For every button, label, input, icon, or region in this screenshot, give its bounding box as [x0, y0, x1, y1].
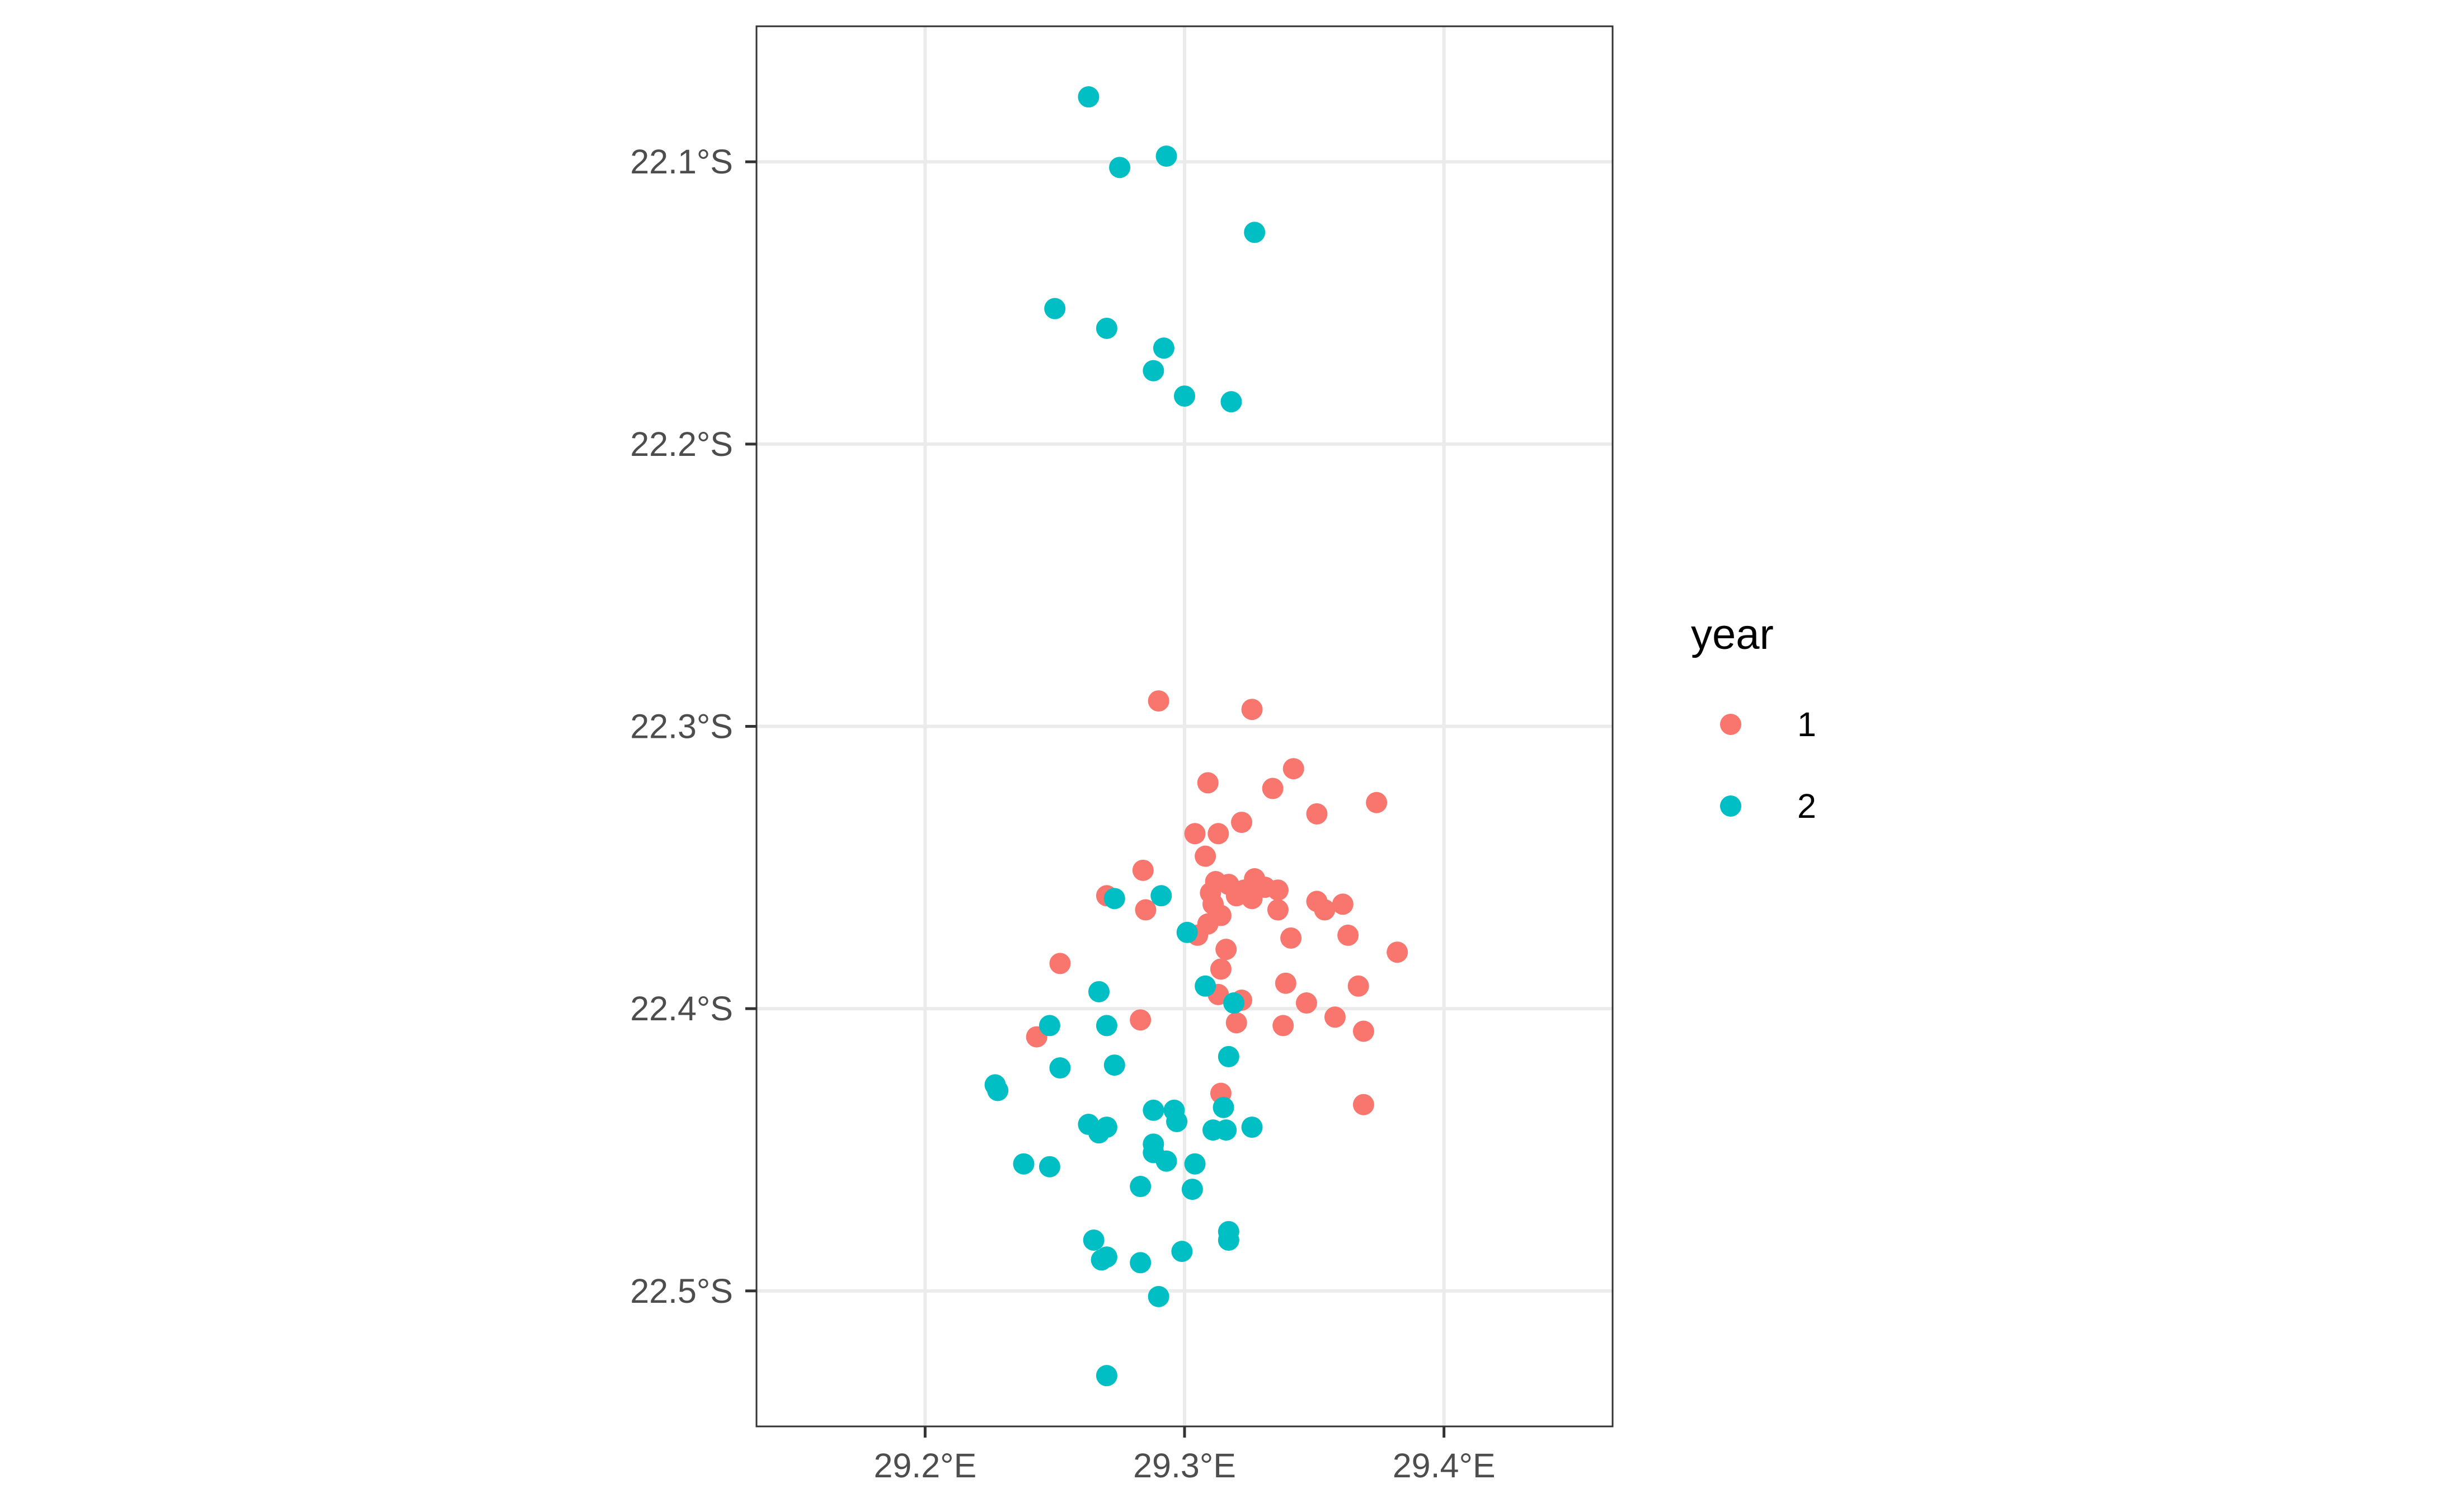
data-point [1207, 823, 1229, 845]
data-point [1166, 1110, 1188, 1132]
data-point [1150, 885, 1172, 907]
legend-label: 1 [1797, 705, 1816, 743]
data-point [1176, 921, 1198, 943]
series-2-points [984, 86, 1266, 1387]
data-point [1103, 888, 1125, 910]
data-point [1103, 1054, 1125, 1076]
data-point [1215, 939, 1237, 960]
data-point [1352, 1020, 1374, 1042]
data-point [1306, 803, 1328, 825]
data-point [1241, 1117, 1263, 1138]
data-point [1366, 792, 1388, 813]
data-point [1337, 924, 1359, 946]
data-point [1267, 879, 1289, 901]
data-point [1218, 1229, 1239, 1251]
y-tick-label: 22.4°S [630, 990, 733, 1028]
legend-key [1720, 795, 1741, 817]
data-point [1155, 1150, 1177, 1172]
data-point [1153, 337, 1174, 359]
data-point [1184, 1153, 1206, 1175]
data-point [1262, 778, 1284, 799]
data-point [1135, 899, 1157, 921]
x-tick-label: 29.4°E [1393, 1447, 1496, 1485]
data-point [1044, 298, 1066, 319]
data-point [1241, 888, 1263, 910]
data-point [1280, 927, 1302, 949]
data-point [1174, 385, 1195, 407]
data-point [1195, 845, 1216, 867]
data-point [1091, 1249, 1112, 1271]
data-point [1223, 992, 1245, 1014]
data-point [1096, 317, 1117, 339]
legend: year 12 [1691, 611, 1816, 825]
data-point [1109, 157, 1131, 178]
data-point [1215, 1119, 1237, 1141]
data-point [1352, 1094, 1374, 1115]
data-point [1049, 1057, 1071, 1079]
data-point [1039, 1015, 1060, 1037]
data-point [1130, 1252, 1152, 1274]
data-points [984, 86, 1408, 1387]
y-tick-label: 22.3°S [630, 708, 733, 746]
data-point [1132, 859, 1154, 881]
data-point [1324, 1006, 1346, 1028]
data-point [1130, 1176, 1152, 1198]
data-point [1049, 953, 1071, 974]
data-point [1096, 1015, 1117, 1037]
data-point [1231, 812, 1252, 833]
data-point [1275, 972, 1296, 994]
data-point [1213, 1096, 1234, 1118]
data-point [1181, 1179, 1203, 1200]
series-1-points [1026, 690, 1408, 1115]
data-point [1332, 893, 1354, 915]
data-point [1184, 823, 1206, 845]
data-point [1013, 1153, 1035, 1175]
x-tick-label: 29.3°E [1133, 1447, 1236, 1485]
x-axis: 29.2°E 29.3°E 29.4°E [873, 1426, 1496, 1485]
data-point [1078, 86, 1100, 108]
plot-panel [755, 25, 1614, 1428]
data-point [1267, 899, 1289, 921]
data-point [1225, 1012, 1247, 1034]
y-axis: 22.1°S 22.2°S 22.3°S 22.4°S 22.5°S [630, 143, 757, 1310]
data-point [1155, 145, 1177, 167]
y-tick-label: 22.5°S [630, 1272, 733, 1310]
data-point [1039, 1156, 1060, 1177]
data-point [1241, 699, 1263, 720]
data-point [987, 1080, 1009, 1101]
legend-items: 12 [1720, 705, 1816, 825]
legend-item: 1 [1720, 705, 1816, 743]
legend-title: year [1691, 611, 1774, 658]
gridlines [757, 26, 1613, 1426]
data-point [1143, 1099, 1164, 1121]
data-point [1195, 975, 1216, 997]
data-point [1282, 758, 1304, 780]
data-point [1218, 1045, 1239, 1067]
data-point [1244, 222, 1266, 243]
data-point [1220, 391, 1242, 413]
data-point [1347, 975, 1369, 997]
data-point [1088, 1122, 1110, 1144]
y-tick-label: 22.2°S [630, 425, 733, 463]
data-point [1143, 360, 1164, 381]
data-point [1197, 772, 1219, 794]
x-tick-label: 29.2°E [873, 1447, 976, 1485]
data-point [1314, 899, 1336, 921]
data-point [1210, 958, 1232, 980]
data-point [1148, 690, 1169, 712]
data-point [1272, 1015, 1294, 1037]
data-point [1171, 1241, 1193, 1263]
data-point [1083, 1229, 1105, 1251]
data-point [1130, 1009, 1152, 1031]
data-point [1088, 981, 1110, 1002]
legend-item: 2 [1720, 787, 1816, 825]
data-point [1096, 1365, 1117, 1387]
data-point [1295, 992, 1317, 1014]
legend-key [1720, 714, 1741, 735]
data-point [1387, 941, 1408, 963]
data-point [1148, 1285, 1169, 1307]
legend-label: 2 [1797, 787, 1816, 825]
y-tick-label: 22.1°S [630, 143, 733, 181]
